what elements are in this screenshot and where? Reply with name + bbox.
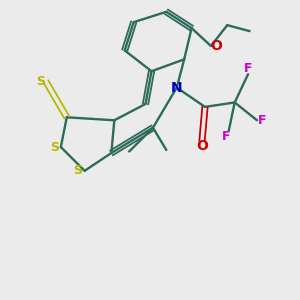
Text: N: N <box>171 81 183 94</box>
Text: S: S <box>50 140 59 154</box>
Text: F: F <box>222 130 231 142</box>
Text: S: S <box>74 164 82 177</box>
Text: O: O <box>210 39 222 53</box>
Text: S: S <box>36 75 45 88</box>
Text: F: F <box>258 114 267 127</box>
Text: F: F <box>244 62 252 75</box>
Text: O: O <box>196 140 208 153</box>
